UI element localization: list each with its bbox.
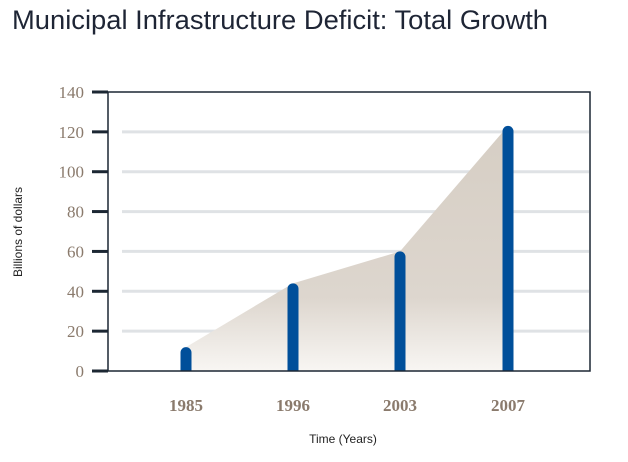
y-tick-label: 140 <box>59 83 85 102</box>
x-axis: 1985 1996 2003 2007 <box>169 396 526 415</box>
y-axis-label: Billions of dollars <box>11 187 25 277</box>
bar-1996 <box>287 283 299 371</box>
bar-2003 <box>394 251 406 371</box>
bar-1985 <box>180 347 192 371</box>
y-tick-label: 40 <box>67 282 84 301</box>
plot-frame <box>107 91 591 372</box>
chart-title: Municipal Infrastructure Deficit: Total … <box>12 5 548 35</box>
y-tick-label: 120 <box>59 123 85 142</box>
x-tick-label: 2007 <box>491 396 526 415</box>
x-tick-label: 2003 <box>383 396 417 415</box>
y-axis: 0 20 40 60 80 100 120 140 <box>59 83 108 381</box>
x-tick-label: 1985 <box>169 396 203 415</box>
y-tick-label: 100 <box>59 163 85 182</box>
x-tick-label: 1996 <box>276 396 310 415</box>
y-tick-label: 20 <box>67 322 84 341</box>
growth-area <box>186 125 508 371</box>
y-tick-label: 60 <box>67 242 84 261</box>
bars <box>180 125 514 372</box>
y-tick-label: 0 <box>76 362 85 381</box>
y-tick-label: 80 <box>67 203 84 222</box>
bar-2007 <box>502 125 514 372</box>
x-axis-label: Time (Years) <box>309 432 377 446</box>
